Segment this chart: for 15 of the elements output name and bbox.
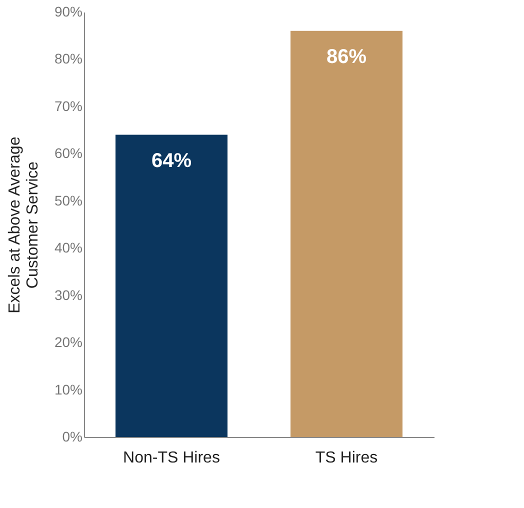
- y-tick-label: 80%: [54, 50, 82, 67]
- y-axis-title: Excels at Above Average Customer Service: [6, 136, 42, 314]
- y-tick-label: 30%: [54, 286, 82, 303]
- x-tick-label: Non-TS Hires: [123, 450, 220, 466]
- data-label: 86%: [326, 46, 367, 68]
- y-tick-label: 10%: [54, 381, 82, 398]
- x-tick-label: TS Hires: [315, 450, 378, 466]
- y-tick-label: 90%: [54, 4, 82, 20]
- y-tick-label: 50%: [54, 192, 82, 208]
- y-tick-label: 60%: [54, 145, 82, 162]
- y-tick-label: 70%: [54, 98, 82, 114]
- y-tick-label: 20%: [54, 334, 82, 350]
- y-tick-label: 0%: [62, 428, 82, 444]
- y-tick-label: 40%: [54, 240, 82, 256]
- data-label: 64%: [151, 150, 192, 172]
